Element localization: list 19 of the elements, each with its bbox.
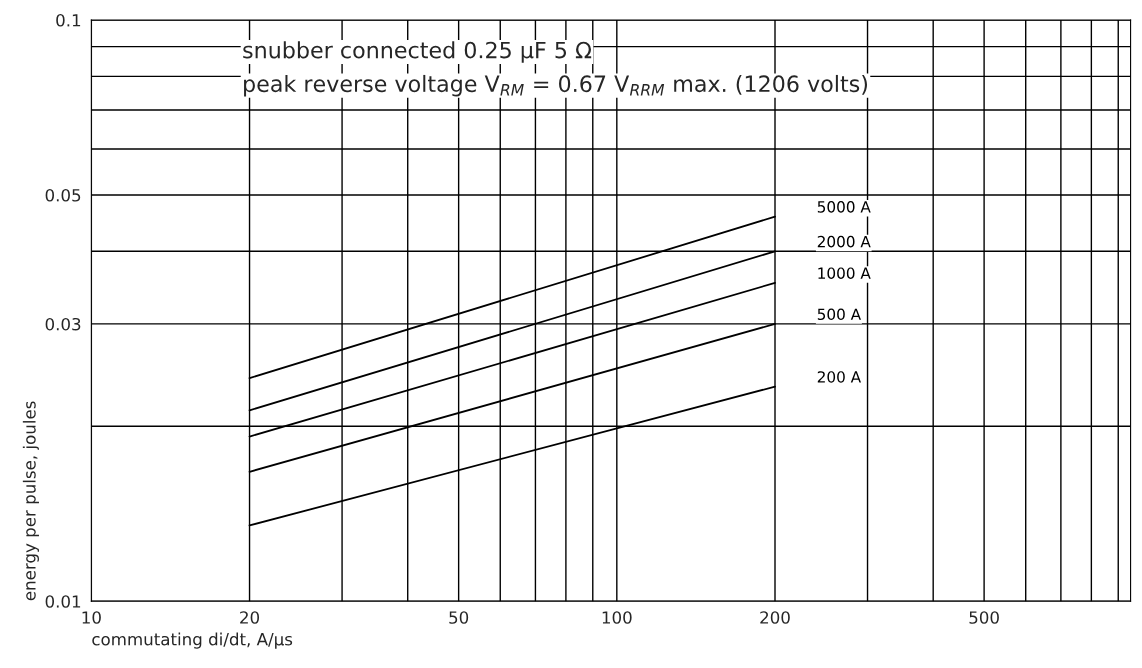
text: 5000 A <box>817 201 871 213</box>
x-tick-label: 20 <box>240 611 260 624</box>
x-axis-title: commutating di/dt, A/μs <box>92 632 293 649</box>
text: 1000 A <box>818 267 871 279</box>
y-tick-label: 0.01 <box>45 595 81 608</box>
x-tick-label: 10 <box>82 611 101 624</box>
x-tick-label: 500 <box>969 611 999 624</box>
y-tick-label: 0.03 <box>45 317 81 331</box>
text: 500 A <box>817 308 862 321</box>
y-tick-label: 0.1 <box>56 14 81 27</box>
annotation: peak reverse voltage V$_{RM}$ = 0.67 V$_{RRM}$ max. (1206 volts) <box>244 74 868 97</box>
text: 2000 A <box>817 235 871 248</box>
y-tick-label: 0.05 <box>45 188 81 202</box>
x-tick-label: 50 <box>449 611 469 624</box>
annotation: snubber connected 0.25 μF 5 Ω <box>243 41 592 63</box>
text: 200 A <box>817 371 862 383</box>
x-tick-label: 100 <box>602 611 632 624</box>
x-tick-label: 200 <box>760 611 790 624</box>
y-axis-title: energy per pulse, joules <box>22 401 39 601</box>
